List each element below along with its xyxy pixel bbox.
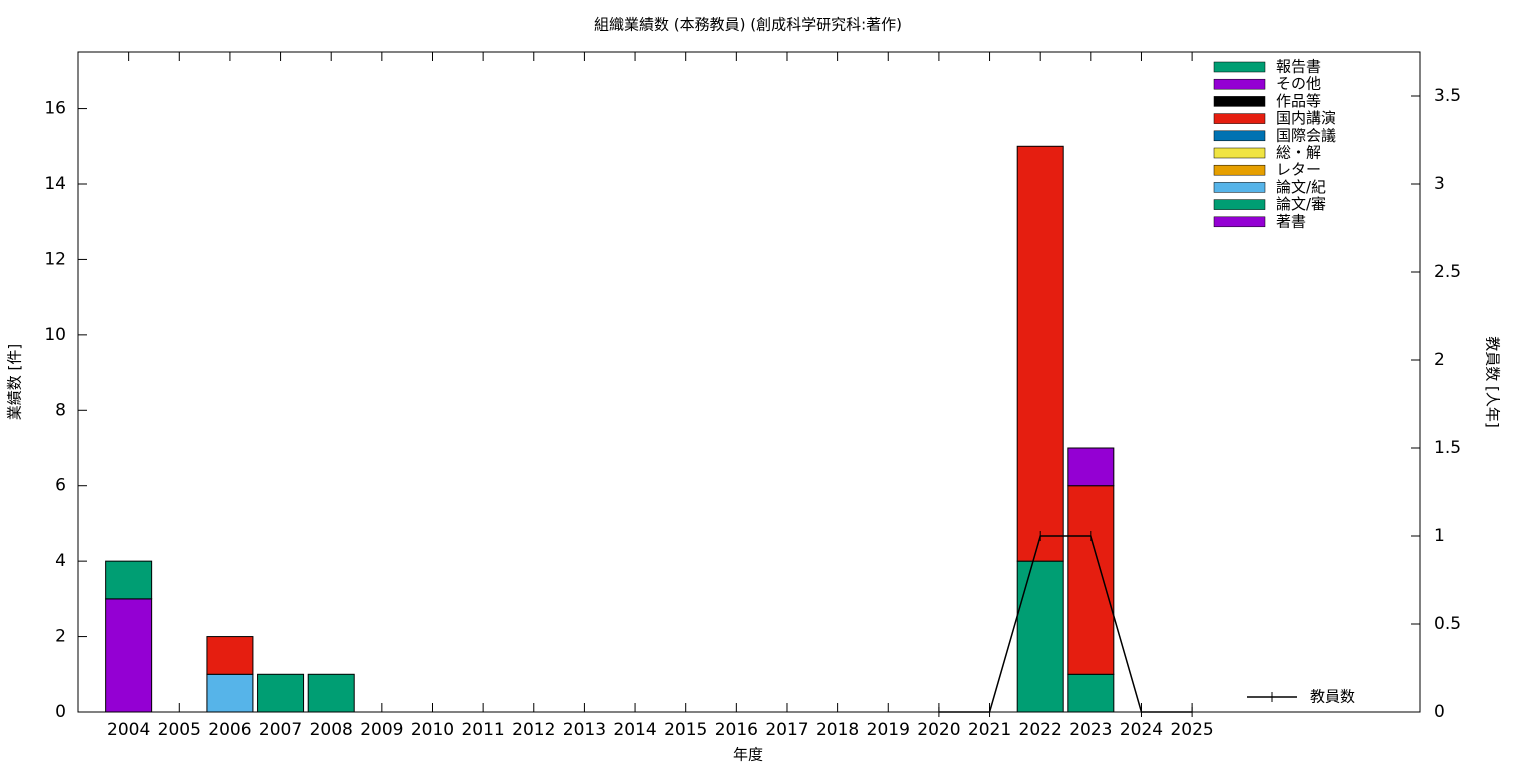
x-tick-label: 2006	[208, 720, 251, 740]
y-tick-label: 16	[44, 99, 66, 119]
legend-label: 作品等	[1276, 92, 1321, 110]
legend-label: その他	[1276, 75, 1321, 93]
legend-swatch	[1213, 61, 1266, 73]
legend-label: 総・解	[1276, 144, 1321, 162]
bar-segment	[1067, 485, 1115, 675]
x-tick-label: 2010	[411, 720, 454, 740]
bar-segment	[105, 560, 153, 600]
legend-swatch	[1213, 78, 1266, 90]
y2-tick-label: 3.5	[1434, 86, 1461, 106]
y-tick-label: 0	[55, 702, 66, 722]
x-tick-label: 2009	[360, 720, 403, 740]
x-tick-label: 2005	[158, 720, 201, 740]
chart-title: 組織業績数 (本務教員) (創成科学研究科:著作)	[594, 16, 902, 34]
y2-axis-label: 教員数 [人年]	[1484, 336, 1502, 427]
legend-swatch	[1213, 147, 1266, 159]
bar-segment	[257, 673, 305, 713]
bar-segment	[105, 598, 153, 713]
y-tick-label: 4	[55, 551, 66, 571]
x-tick-label: 2014	[613, 720, 656, 740]
x-tick-label: 2011	[461, 720, 504, 740]
y-tick-label: 6	[55, 476, 66, 496]
x-axis-label: 年度	[733, 746, 763, 764]
x-tick-label: 2007	[259, 720, 302, 740]
y-tick-label: 8	[55, 400, 66, 420]
x-tick-label: 2022	[1019, 720, 1062, 740]
legend-swatch	[1213, 96, 1266, 107]
legend-label: 報告書	[1276, 58, 1321, 76]
y2-tick-label: 3	[1434, 174, 1445, 194]
legend-label: 国内講演	[1276, 109, 1336, 127]
x-tick-label: 2018	[816, 720, 859, 740]
x-tick-label: 2021	[968, 720, 1011, 740]
x-tick-label: 2012	[512, 720, 555, 740]
y-tick-label: 2	[55, 627, 66, 647]
y-tick-label: 12	[44, 249, 66, 269]
legend-label: 論文/紀	[1276, 178, 1326, 196]
bar-segment	[206, 673, 254, 713]
y-tick-label: 10	[44, 325, 66, 345]
legend-swatch	[1213, 182, 1266, 193]
x-tick-label: 2017	[765, 720, 808, 740]
x-tick-label: 2004	[107, 720, 150, 740]
legend-label: レター	[1276, 161, 1321, 179]
x-tick-label: 2015	[664, 720, 707, 740]
x-tick-label: 2024	[1120, 720, 1163, 740]
y2-tick-label: 0	[1434, 702, 1445, 722]
legend-label: 国際会議	[1276, 126, 1336, 144]
legend-swatch	[1213, 164, 1266, 176]
bar-segment	[307, 673, 355, 713]
plot-frame	[77, 51, 1421, 713]
x-tick-label: 2020	[917, 720, 960, 740]
line-series	[938, 535, 1193, 713]
legend-swatch	[1213, 216, 1266, 228]
bar-segment	[1067, 447, 1115, 487]
bar-segment	[206, 636, 254, 675]
x-tick-label: 2019	[867, 720, 910, 740]
y-axis-label: 業績数 [件]	[6, 344, 24, 420]
x-tick-label: 2023	[1069, 720, 1112, 740]
legend-label: 教員数	[1310, 688, 1355, 706]
y2-tick-label: 2	[1434, 350, 1445, 370]
x-tick-label: 2016	[715, 720, 758, 740]
bar-segment	[1067, 673, 1115, 713]
legend-swatch	[1213, 113, 1266, 124]
legend-swatch	[1213, 199, 1266, 210]
y2-tick-label: 1	[1434, 526, 1445, 546]
legend-label: 論文/審	[1276, 195, 1326, 213]
y2-tick-label: 1.5	[1434, 438, 1461, 458]
y2-tick-label: 0.5	[1434, 614, 1461, 634]
y2-tick-label: 2.5	[1434, 262, 1461, 282]
y-tick-label: 14	[44, 174, 66, 194]
x-tick-label: 2013	[563, 720, 606, 740]
bar-segment	[1016, 145, 1064, 562]
legend-label: 著書	[1276, 212, 1306, 230]
x-tick-label: 2025	[1170, 720, 1213, 740]
x-tick-label: 2008	[310, 720, 353, 740]
bar-segment	[1016, 560, 1064, 713]
legend-swatch	[1213, 130, 1266, 142]
